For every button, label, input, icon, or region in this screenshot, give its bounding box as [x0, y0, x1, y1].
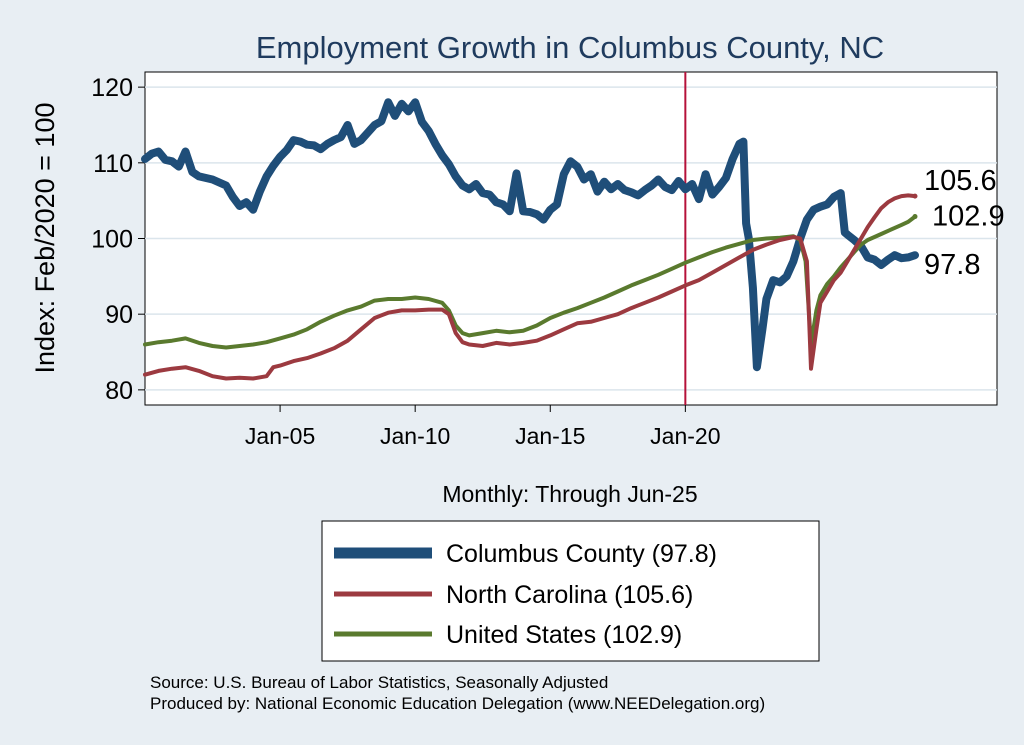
series-end-marker — [912, 193, 918, 199]
axes: 80 90 100 110 120 Jan-05 Jan-10 Jan-15 Jan-20 — [91, 74, 720, 449]
y-tick-label: 80 — [105, 377, 133, 405]
x-tick-label: Jan-20 — [650, 423, 720, 449]
source-note: Source: U.S. Bureau of Labor Statistics,… — [150, 673, 608, 692]
legend-label-north-carolina: North Carolina (105.6) — [446, 581, 693, 609]
legend-label-columbus: Columbus County (97.8) — [446, 540, 717, 568]
series-line-columbus-county — [141, 98, 919, 372]
x-tick-label: Jan-10 — [380, 423, 450, 449]
series-end-marker — [912, 252, 918, 258]
series-line-united-states — [143, 214, 917, 350]
y-tick-label: 120 — [91, 74, 133, 102]
x-tick-label: Jan-05 — [245, 423, 315, 449]
end-label-united-states: 102.9 — [932, 201, 1005, 233]
y-tick-label: 110 — [93, 150, 133, 178]
end-label-columbus-county: 97.8 — [924, 249, 980, 281]
series-lines — [141, 72, 919, 405]
y-tick-label: 90 — [105, 301, 133, 329]
chart-title: Employment Growth in Columbus County, NC — [256, 30, 884, 65]
legend-box — [321, 520, 820, 662]
y-tick-label: 100 — [91, 226, 133, 254]
x-axis-label: Monthly: Through Jun-25 — [442, 481, 697, 507]
legend-label-united-states: United States (102.9) — [446, 621, 682, 649]
legend: Columbus County (97.8) North Carolina (1… — [321, 520, 820, 662]
end-labels: 97.8 105.6 102.9 — [924, 165, 1005, 281]
y-axis-label: Index: Feb/2020 = 100 — [30, 103, 60, 374]
x-tick-label: Jan-15 — [515, 423, 585, 449]
series-end-marker — [912, 214, 918, 220]
producer-note: Produced by: National Economic Education… — [150, 694, 765, 713]
end-label-north-carolina: 105.6 — [924, 165, 997, 197]
series-line-north-carolina — [143, 193, 917, 381]
